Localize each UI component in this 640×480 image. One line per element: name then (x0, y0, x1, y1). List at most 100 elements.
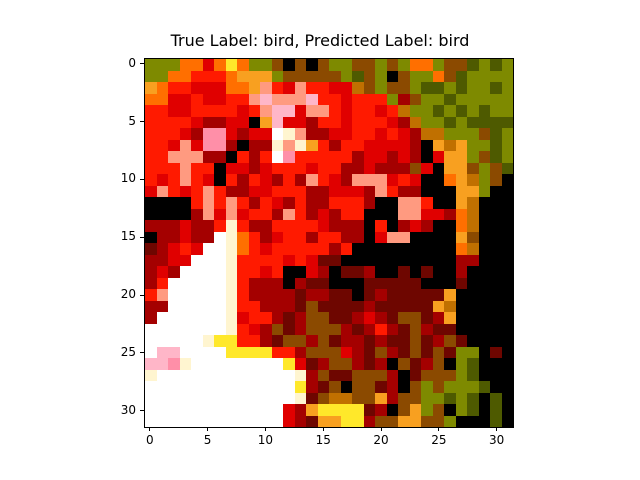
image-pixel (179, 323, 191, 335)
image-pixel (432, 59, 444, 71)
image-pixel (248, 162, 260, 174)
image-pixel (237, 254, 249, 266)
image-pixel (168, 289, 180, 301)
image-pixel (501, 220, 513, 232)
image-pixel (156, 116, 168, 128)
image-pixel (363, 243, 375, 255)
image-pixel (179, 128, 191, 140)
image-pixel (317, 162, 329, 174)
image-pixel (386, 300, 398, 312)
image-pixel (501, 369, 513, 381)
image-pixel (237, 392, 249, 404)
image-pixel (432, 358, 444, 370)
image-pixel (191, 174, 203, 186)
image-pixel (421, 300, 433, 312)
image-pixel (145, 162, 157, 174)
image-pixel (352, 197, 364, 209)
image-pixel (501, 139, 513, 151)
image-pixel (478, 59, 490, 71)
image-pixel (409, 392, 421, 404)
image-pixel (352, 174, 364, 186)
image-pixel (501, 70, 513, 82)
image-pixel (237, 208, 249, 220)
image-pixel (432, 266, 444, 278)
image-pixel (317, 312, 329, 324)
image-pixel (501, 151, 513, 163)
image-pixel (467, 312, 479, 324)
image-pixel (478, 277, 490, 289)
image-pixel (248, 208, 260, 220)
image-pixel (501, 381, 513, 393)
image-pixel (248, 185, 260, 197)
image-pixel (444, 415, 456, 427)
image-pixel (501, 277, 513, 289)
image-pixel (375, 266, 387, 278)
image-pixel (225, 162, 237, 174)
image-pixel (317, 174, 329, 186)
image-pixel (145, 93, 157, 105)
image-pixel (421, 243, 433, 255)
image-pixel (214, 392, 226, 404)
image-pixel (421, 208, 433, 220)
image-pixel (260, 151, 272, 163)
x-tick-mark (207, 427, 209, 431)
image-pixel (467, 105, 479, 117)
image-pixel (271, 93, 283, 105)
image-pixel (294, 208, 306, 220)
image-pixel (340, 174, 352, 186)
image-pixel (421, 82, 433, 94)
image-pixel (214, 312, 226, 324)
image-pixel (237, 185, 249, 197)
image-pixel (168, 381, 180, 393)
image-pixel (444, 197, 456, 209)
image-pixel (501, 392, 513, 404)
image-pixel (202, 82, 214, 94)
image-pixel (260, 231, 272, 243)
image-pixel (271, 220, 283, 232)
image-pixel (225, 369, 237, 381)
image-pixel (214, 208, 226, 220)
image-pixel (191, 346, 203, 358)
image-pixel (363, 220, 375, 232)
image-pixel (340, 358, 352, 370)
image-pixel (317, 220, 329, 232)
image-pixel (432, 277, 444, 289)
image-pixel (156, 220, 168, 232)
image-pixel (237, 128, 249, 140)
image-pixel (271, 289, 283, 301)
image-pixel (467, 174, 479, 186)
image-pixel (455, 277, 467, 289)
image-pixel (317, 289, 329, 301)
image-pixel (490, 197, 502, 209)
image-pixel (283, 254, 295, 266)
image-pixel (156, 312, 168, 324)
y-tick-label: 15 (120, 229, 136, 244)
image-pixel (225, 381, 237, 393)
image-pixel (455, 231, 467, 243)
image-pixel (340, 346, 352, 358)
image-pixel (214, 197, 226, 209)
image-pixel (409, 208, 421, 220)
image-pixel (271, 151, 283, 163)
image-pixel (145, 231, 157, 243)
image-pixel (317, 392, 329, 404)
image-pixel (455, 151, 467, 163)
image-pixel (306, 70, 318, 82)
image-pixel (202, 266, 214, 278)
image-pixel (421, 139, 433, 151)
image-pixel (145, 335, 157, 347)
image-pixel (467, 335, 479, 347)
image-pixel (248, 346, 260, 358)
image-pixel (248, 231, 260, 243)
image-pixel (340, 243, 352, 255)
image-pixel (214, 277, 226, 289)
x-tick-mark (322, 427, 324, 431)
image-pixel (237, 82, 249, 94)
image-pixel (490, 266, 502, 278)
image-pixel (156, 70, 168, 82)
image-pixel (444, 139, 456, 151)
image-pixel (225, 346, 237, 358)
image-pixel (306, 116, 318, 128)
image-pixel (386, 59, 398, 71)
image-pixel (490, 185, 502, 197)
